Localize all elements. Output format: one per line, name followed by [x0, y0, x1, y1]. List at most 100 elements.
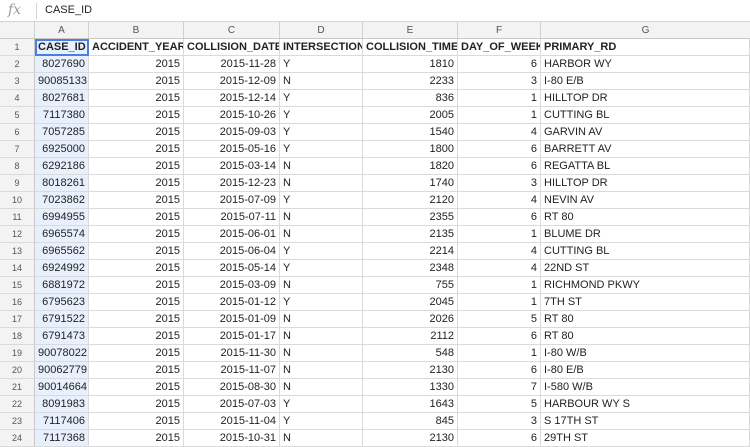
cell-collision-date[interactable]: 2015-03-09	[184, 277, 280, 294]
cell-collision-date[interactable]: 2015-08-30	[184, 379, 280, 396]
cell-accident-year[interactable]: 2015	[89, 56, 184, 73]
cell-intersection[interactable]: Y	[280, 124, 363, 141]
cell-accident-year[interactable]: 2015	[89, 158, 184, 175]
row-number[interactable]: 24	[0, 430, 35, 447]
cell-collision-date[interactable]: 2015-10-31	[184, 430, 280, 447]
row-number[interactable]: 22	[0, 396, 35, 413]
cell-day-of-week[interactable]: 4	[458, 260, 541, 277]
cell-day-of-week[interactable]: 1	[458, 90, 541, 107]
cell-primary-rd[interactable]: I-580 W/B	[541, 379, 750, 396]
cell-collision-time[interactable]: 548	[363, 345, 458, 362]
cell-collision-date[interactable]: 2015-01-09	[184, 311, 280, 328]
cell-intersection[interactable]: N	[280, 209, 363, 226]
cell-case-id[interactable]: 6791473	[35, 328, 89, 345]
cell-accident-year[interactable]: 2015	[89, 362, 184, 379]
cell-case-id[interactable]: 90078022	[35, 345, 89, 362]
cell-collision-date[interactable]: 2015-11-30	[184, 345, 280, 362]
cell-intersection[interactable]: Y	[280, 413, 363, 430]
cell-collision-date[interactable]: 2015-07-11	[184, 209, 280, 226]
cell-intersection[interactable]: N	[280, 379, 363, 396]
cell-intersection[interactable]: Y	[280, 107, 363, 124]
cell-day-of-week[interactable]: 1	[458, 226, 541, 243]
column-header-b[interactable]: B	[89, 22, 184, 38]
cell-accident-year[interactable]: 2015	[89, 192, 184, 209]
cell-day-of-week[interactable]: 6	[458, 56, 541, 73]
cell-case-id[interactable]: 6924992	[35, 260, 89, 277]
cell-accident-year[interactable]: 2015	[89, 396, 184, 413]
cell-intersection[interactable]: N	[280, 226, 363, 243]
cell-collision-date[interactable]: 2015-05-16	[184, 141, 280, 158]
row-number[interactable]: 9	[0, 175, 35, 192]
cell-primary-rd[interactable]: RT 80	[541, 209, 750, 226]
cell-collision-time[interactable]: 1800	[363, 141, 458, 158]
cell-case-id[interactable]: 6925000	[35, 141, 89, 158]
cell-collision-date[interactable]: 2015-09-03	[184, 124, 280, 141]
cell-case-id[interactable]: 6965562	[35, 243, 89, 260]
cell-day-of-week[interactable]: 1	[458, 107, 541, 124]
cell-collision-time[interactable]: 1740	[363, 175, 458, 192]
cell-collision-date[interactable]: 2015-07-09	[184, 192, 280, 209]
cell-primary-rd[interactable]: HILLTOP DR	[541, 175, 750, 192]
cell-day-of-week[interactable]: 6	[458, 158, 541, 175]
cell-intersection[interactable]: N	[280, 73, 363, 90]
cell-primary-rd[interactable]: I-80 E/B	[541, 362, 750, 379]
cell-intersection[interactable]: N	[280, 158, 363, 175]
cell-collision-time[interactable]: 2214	[363, 243, 458, 260]
cell-collision-date[interactable]: 2015-05-14	[184, 260, 280, 277]
cell-primary-rd[interactable]: 7TH ST	[541, 294, 750, 311]
row-number[interactable]: 23	[0, 413, 35, 430]
row-number[interactable]: 5	[0, 107, 35, 124]
cell-collision-date[interactable]: 2015-06-01	[184, 226, 280, 243]
column-header-g[interactable]: G	[641, 25, 650, 36]
header-cell-case-id[interactable]: CASE_ID	[35, 39, 89, 56]
cell-primary-rd[interactable]: HILLTOP DR	[541, 90, 750, 107]
cell-primary-rd[interactable]: HARBOUR WY S	[541, 396, 750, 413]
cell-intersection[interactable]: N	[280, 277, 363, 294]
cell-primary-rd[interactable]: BLUME DR	[541, 226, 750, 243]
cell-primary-rd[interactable]: 29TH ST	[541, 430, 750, 447]
cell-collision-date[interactable]: 2015-11-07	[184, 362, 280, 379]
row-number[interactable]: 2	[0, 56, 35, 73]
cell-case-id[interactable]: 90085133	[35, 73, 89, 90]
row-number[interactable]: 11	[0, 209, 35, 226]
cell-intersection[interactable]: Y	[280, 56, 363, 73]
cell-accident-year[interactable]: 2015	[89, 107, 184, 124]
cell-primary-rd[interactable]: NEVIN AV	[541, 192, 750, 209]
cell-primary-rd[interactable]: CUTTING BL	[541, 243, 750, 260]
cell-day-of-week[interactable]: 3	[458, 175, 541, 192]
cell-day-of-week[interactable]: 4	[458, 192, 541, 209]
cell-accident-year[interactable]: 2015	[89, 311, 184, 328]
cell-collision-time[interactable]: 2130	[363, 362, 458, 379]
cell-case-id[interactable]: 6791522	[35, 311, 89, 328]
cell-intersection[interactable]: Y	[280, 192, 363, 209]
cell-accident-year[interactable]: 2015	[89, 73, 184, 90]
cell-case-id[interactable]: 7117380	[35, 107, 89, 124]
cell-intersection[interactable]: N	[280, 175, 363, 192]
cell-day-of-week[interactable]: 6	[458, 430, 541, 447]
cell-collision-time[interactable]: 2130	[363, 430, 458, 447]
cell-collision-time[interactable]: 836	[363, 90, 458, 107]
cell-intersection[interactable]: N	[280, 362, 363, 379]
header-cell-accident-year[interactable]: ACCIDENT_YEAR	[89, 39, 184, 56]
cell-intersection[interactable]: Y	[280, 90, 363, 107]
cell-collision-date[interactable]: 2015-11-04	[184, 413, 280, 430]
cell-collision-time[interactable]: 2045	[363, 294, 458, 311]
row-number[interactable]: 15	[0, 277, 35, 294]
cell-day-of-week[interactable]: 6	[458, 141, 541, 158]
cell-collision-date[interactable]: 2015-11-28	[184, 56, 280, 73]
row-number[interactable]: 10	[0, 192, 35, 209]
row-number[interactable]: 6	[0, 124, 35, 141]
cell-intersection[interactable]: Y	[280, 243, 363, 260]
cell-primary-rd[interactable]: 22ND ST	[541, 260, 750, 277]
row-number[interactable]: 3	[0, 73, 35, 90]
cell-accident-year[interactable]: 2015	[89, 90, 184, 107]
row-number[interactable]: 21	[0, 379, 35, 396]
cell-accident-year[interactable]: 2015	[89, 243, 184, 260]
row-number[interactable]: 1	[0, 39, 35, 56]
cell-collision-time[interactable]: 2120	[363, 192, 458, 209]
header-cell-intersection[interactable]: INTERSECTION	[280, 39, 363, 56]
cell-collision-time[interactable]: 2026	[363, 311, 458, 328]
row-number[interactable]: 12	[0, 226, 35, 243]
cell-collision-date[interactable]: 2015-07-03	[184, 396, 280, 413]
cell-case-id[interactable]: 8027690	[35, 56, 89, 73]
